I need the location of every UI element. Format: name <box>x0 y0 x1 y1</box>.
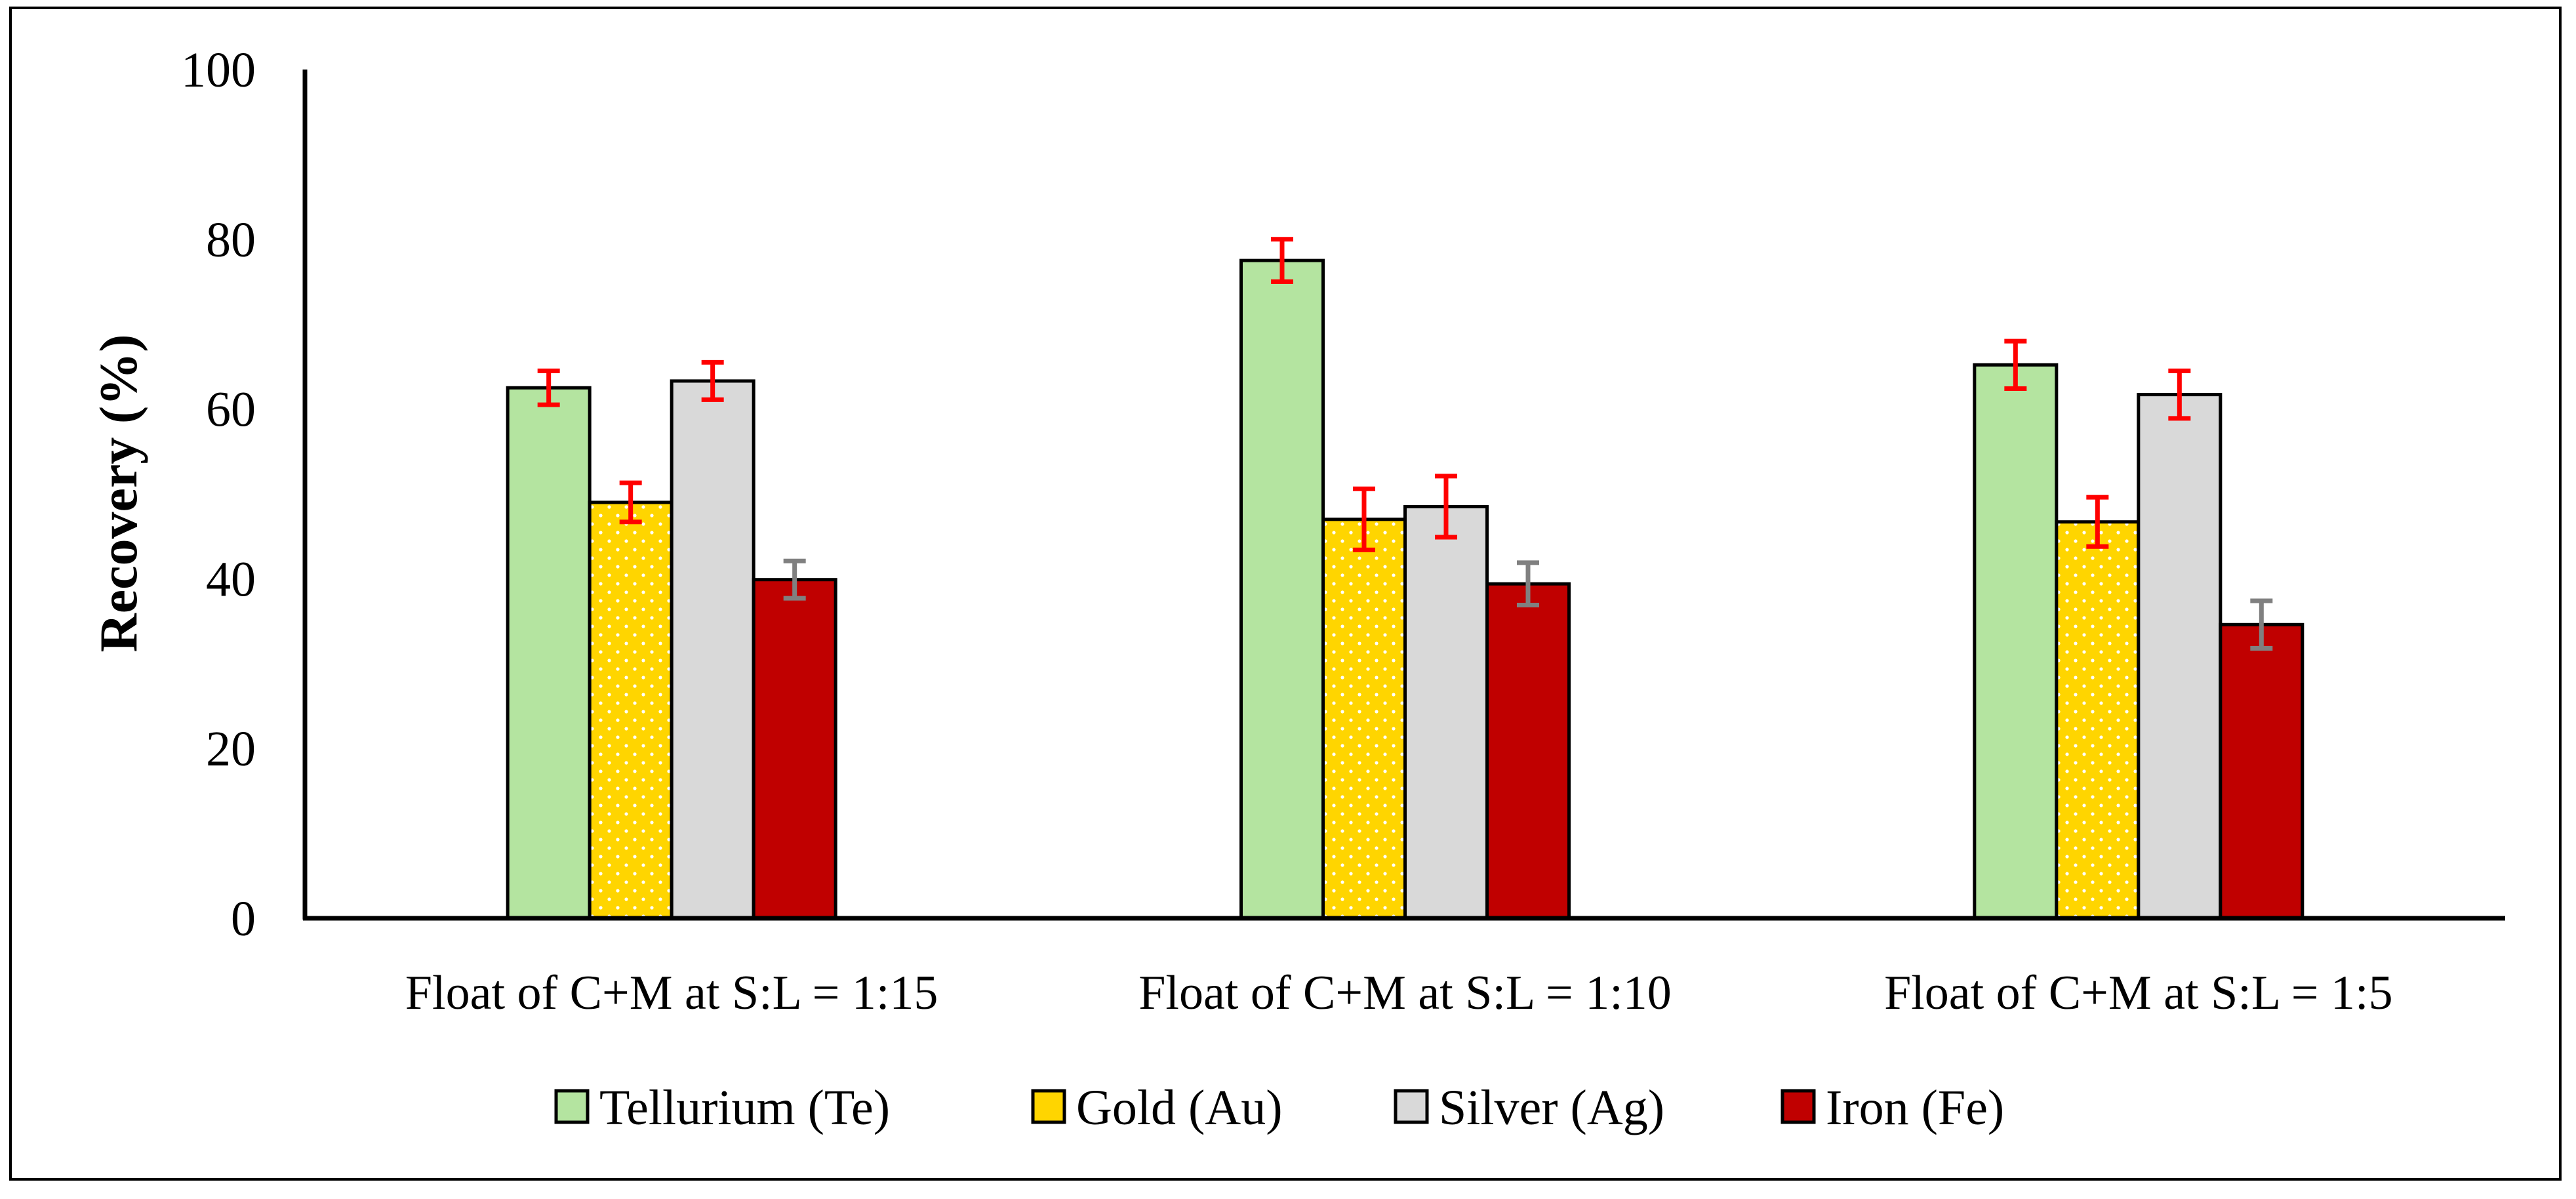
legend-item-iron-fe: Iron (Fe) <box>1781 1080 2004 1135</box>
bar-iron-fe-1 <box>752 578 837 920</box>
error-bar-gold-au-2 <box>1353 486 1375 552</box>
x-tick-label-2: Float of C+M at S:L = 1:10 <box>1138 966 1672 1020</box>
error-bars-layer <box>537 237 2273 651</box>
bar-iron-fe-3 <box>2219 622 2304 920</box>
legend-label-tellurium-te: Tellurium (Te) <box>599 1080 890 1135</box>
legend-swatch-silver-ag <box>1394 1089 1429 1124</box>
error-bar-tellurium-te-2 <box>1271 237 1293 284</box>
bar-gold-au-3 <box>2055 520 2141 920</box>
bar-gold-au-1 <box>588 500 674 920</box>
error-bar-silver-ag-1 <box>701 359 724 402</box>
bar-silver-ag-2 <box>1403 504 1489 920</box>
y-tick-label-60: 60 <box>206 382 256 437</box>
labels-layer: Float of C+M at S:L = 1:15 Float of C+M a… <box>89 43 2393 1020</box>
y-tick-label-0: 0 <box>231 891 256 946</box>
legend-item-silver-ag: Silver (Ag) <box>1394 1080 1664 1135</box>
error-bar-silver-ag-3 <box>2168 368 2191 421</box>
legend-item-gold-au: Gold (Au) <box>1031 1080 1283 1135</box>
bar-gold-au-2 <box>1321 518 1407 920</box>
y-tick-label-80: 80 <box>206 213 256 268</box>
y-tick-label-20: 20 <box>206 721 256 777</box>
error-bar-iron-fe-2 <box>1517 560 1539 608</box>
error-bar-gold-au-1 <box>619 480 642 525</box>
error-bar-gold-au-3 <box>2086 495 2109 549</box>
bar-silver-ag-3 <box>2137 393 2223 920</box>
error-bar-iron-fe-1 <box>783 558 806 601</box>
y-axis-title: Recovery (%) <box>89 335 148 653</box>
legend: Tellurium (Te) Gold (Au) Silver (Ag) Iron (… <box>554 1080 2004 1135</box>
bar-iron-fe-2 <box>1485 582 1571 920</box>
legend-label-silver-ag: Silver (Ag) <box>1439 1080 1664 1135</box>
y-tick-label-40: 40 <box>206 552 256 607</box>
error-bar-tellurium-te-1 <box>537 368 560 407</box>
bar-silver-ag-1 <box>670 379 755 920</box>
axes-layer <box>302 70 2505 921</box>
x-tick-label-3: Float of C+M at S:L = 1:5 <box>1884 966 2393 1020</box>
x-tick-label-1: Float of C+M at S:L = 1:15 <box>405 966 938 1020</box>
legend-label-gold-au: Gold (Au) <box>1076 1080 1283 1135</box>
legend-item-tellurium-te: Tellurium (Te) <box>554 1080 890 1135</box>
legend-label-iron-fe: Iron (Fe) <box>1826 1080 2004 1135</box>
error-bar-iron-fe-3 <box>2250 598 2273 651</box>
legend-swatch-iron-fe <box>1781 1089 1816 1124</box>
error-bar-tellurium-te-3 <box>2004 338 2027 392</box>
bars-layer <box>506 258 2304 920</box>
legend-swatch-gold-au <box>1031 1089 1066 1124</box>
bar-tellurium-te-2 <box>1239 258 1325 920</box>
bar-tellurium-te-3 <box>1973 363 2059 920</box>
legend-swatch-tellurium-te <box>554 1089 590 1124</box>
y-tick-label-100: 100 <box>181 43 256 98</box>
error-bar-silver-ag-2 <box>1435 474 1457 540</box>
bar-tellurium-te-1 <box>506 386 592 920</box>
